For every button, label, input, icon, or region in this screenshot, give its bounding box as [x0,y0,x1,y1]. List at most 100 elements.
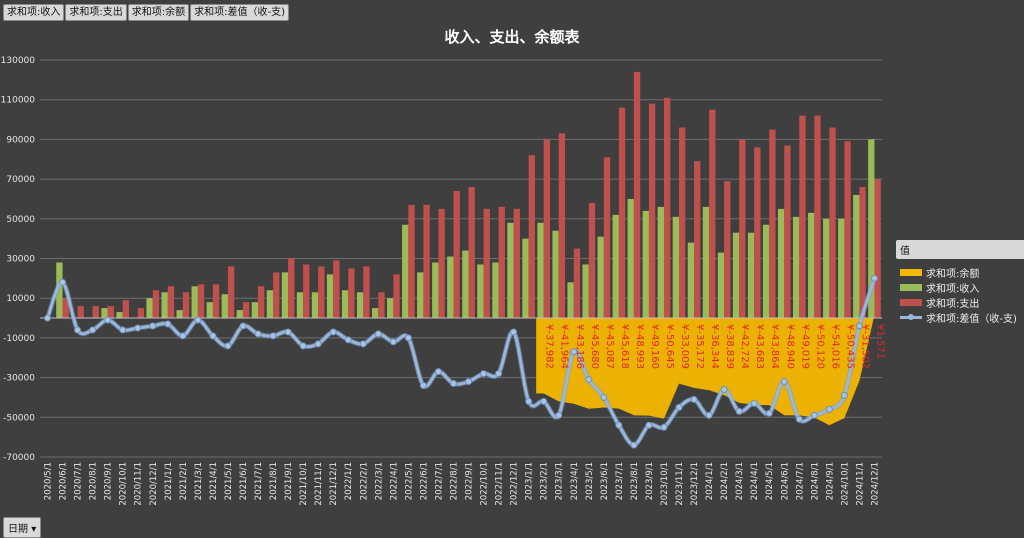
y-tick-label: 30000 [6,255,35,265]
field-button-expense[interactable]: 求和项:支出 [65,4,127,21]
x-tick-label: 2021/8/1 [269,462,279,500]
x-tick-label: 2022/8/1 [449,462,459,500]
difference-point [419,382,427,390]
income-bar [116,312,123,319]
difference-point [59,278,67,286]
income-bar [792,216,800,319]
income-bar [597,236,604,319]
expense-bar [62,298,69,319]
x-tick-label: 2022/5/1 [404,462,414,500]
difference-point [284,328,292,336]
expense-bar [378,292,385,319]
data-label: ¥-42,724 [739,324,750,369]
expense-bar [663,97,671,319]
x-tick-label: 2024/9/1 [825,462,835,500]
income-bar [101,308,108,319]
field-button-difference[interactable]: 求和项:差值（收-支) [190,4,290,21]
difference-point [254,330,262,338]
difference-point [630,441,638,449]
difference-point [119,326,127,334]
y-tick-label: -70000 [3,453,35,463]
bars [56,71,881,319]
x-tick-label: 2021/4/1 [209,462,219,500]
income-bar [853,194,860,319]
x-tick-label: 2022/7/1 [434,462,444,500]
data-labels: ¥-37,982 ¥-41,964 ¥-43,186 ¥-45,680 ¥-45,087… [544,324,886,369]
legend-title[interactable]: 值 [896,240,1024,259]
x-tick-label: 2023/4/1 [570,462,580,500]
expense-bar [453,191,460,319]
difference-point [314,340,322,348]
expense-bar [363,266,370,319]
data-label: ¥-45,618 [619,324,630,369]
income-bar [627,198,634,319]
x-tick-label: 2020/11/1 [134,462,144,506]
income-bar [161,292,168,319]
data-label: ¥-41,964 [559,324,570,369]
data-label: ¥-48,940 [784,324,795,369]
income-bar [221,294,228,319]
difference-point [540,397,548,405]
expense-bar [107,306,114,319]
data-label: ¥-33,009 [679,324,690,369]
data-label: ¥-43,683 [754,324,765,369]
income-bar [477,264,484,319]
difference-point [344,336,352,344]
expense-bar [122,300,130,319]
x-tick-label: 2024/1/1 [705,462,715,500]
data-label: ¥-36,344 [709,324,720,369]
difference-point [510,328,518,336]
difference-point [104,316,112,324]
x-tick-label: 2024/8/1 [810,462,820,500]
dropdown-arrow-icon: ▾ [31,524,37,535]
expense-bar [754,147,761,319]
difference-point [374,330,382,338]
difference-point [675,403,683,411]
difference-point [74,326,82,334]
expense-bar [694,161,701,319]
field-button-balance[interactable]: 求和项:余额 [127,4,190,21]
income-bar [747,232,755,319]
income-bar [868,139,875,319]
expense-bar [468,187,475,319]
expense-bar [573,248,581,319]
income-bar [191,286,198,319]
income-bar [537,222,544,319]
expense-bar [633,71,641,319]
data-label: ¥-38,839 [724,324,735,369]
expense-bar [603,157,611,319]
difference-point [495,370,503,378]
x-tick-label: 2023/9/1 [645,462,655,500]
expense-bar [348,268,355,319]
legend-label: 求和项:收入 [926,284,980,295]
x-tick-label: 2022/11/1 [495,462,505,506]
data-label: ¥-31,502 [859,324,870,369]
income-bar [462,250,469,319]
expense-bar [814,115,821,319]
difference-point [209,332,217,340]
income-bar [702,206,710,319]
x-tick-label: 2021/12/1 [329,462,339,506]
difference-point [164,320,172,328]
legend-label: 求和项:余额 [926,269,980,280]
x-tick-label: 2021/7/1 [254,462,264,500]
data-label: ¥-48,993 [634,324,645,369]
x-tick-label: 2021/9/1 [284,462,294,500]
x-tick-label: 2021/5/1 [224,462,234,500]
data-label: ¥-35,172 [694,324,705,369]
field-button-income[interactable]: 求和项:收入 [3,4,65,21]
income-bar [642,210,649,319]
x-tick-label: 2020/5/1 [44,462,54,500]
expense-bar [739,139,746,319]
difference-point [600,393,608,401]
expense-bar [483,208,490,319]
difference-point [480,370,488,378]
expense-bar [498,206,505,319]
x-tick-label: 2024/10/1 [840,462,850,506]
income-bar [311,292,319,319]
data-label: ¥-45,087 [604,324,615,369]
difference-point [134,324,142,332]
x-tick-label: 2024/4/1 [750,462,760,500]
data-label: ¥-37,982 [544,324,555,369]
difference-point [465,378,473,386]
